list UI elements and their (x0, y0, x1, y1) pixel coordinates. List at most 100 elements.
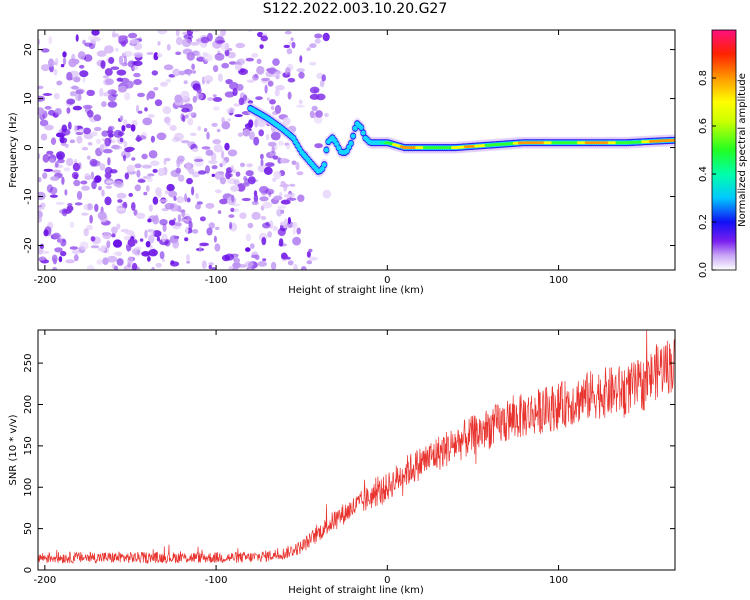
noise-speck (228, 214, 235, 218)
noise-speck (258, 129, 265, 137)
noise-speck (203, 128, 208, 132)
noise-speck (253, 190, 258, 197)
noise-speck (38, 216, 42, 223)
ridge-band-inner (346, 144, 352, 150)
noise-speck (251, 254, 258, 259)
noise-speck (295, 161, 300, 171)
noise-speck (118, 55, 123, 65)
noise-speck (219, 198, 228, 205)
noise-speck (309, 110, 315, 119)
noise-speck (287, 217, 291, 225)
noise-speck (227, 118, 232, 122)
noise-speck (283, 182, 288, 192)
noise-speck (181, 209, 186, 218)
noise-speck (157, 30, 168, 35)
noise-speck (278, 140, 284, 146)
noise-speck (163, 64, 174, 71)
noise-speck (262, 201, 273, 209)
noise-speck (192, 70, 197, 74)
noise-speck (104, 78, 114, 85)
noise-speck (175, 51, 182, 56)
noise-speck (260, 153, 264, 160)
ridge-band-inner (321, 162, 327, 168)
noise-speck (58, 256, 63, 263)
noise-speck (214, 189, 222, 194)
noise-speck (206, 131, 210, 140)
noise-speck (185, 226, 189, 234)
noise-speck (38, 206, 45, 211)
noise-speck (152, 168, 158, 173)
noise-speck (165, 78, 172, 83)
noise-speck (62, 51, 67, 58)
noise-speck (169, 125, 177, 131)
noise-speck (227, 149, 238, 157)
colorbar-label: Normalized spectral amplitude (737, 73, 748, 227)
noise-speck (125, 146, 135, 152)
noise-speck (126, 164, 135, 172)
noise-speck (256, 58, 262, 64)
noise-speck (237, 264, 247, 268)
noise-speck (151, 266, 155, 270)
noise-speck (212, 94, 217, 98)
noise-speck (128, 32, 138, 39)
noise-speck (144, 107, 148, 112)
noise-speck (211, 165, 218, 170)
spectrogram-y-tick-label: 0 (23, 144, 34, 150)
noise-speck (280, 157, 288, 164)
noise-speck (55, 201, 65, 205)
noise-speck (56, 151, 65, 160)
noise-speck (162, 223, 167, 232)
noise-speck (38, 256, 46, 261)
noise-speck (247, 222, 254, 229)
noise-speck (41, 64, 50, 72)
noise-speck (93, 126, 102, 132)
noise-speck (61, 124, 68, 132)
noise-speck (110, 66, 120, 70)
noise-speck (229, 107, 234, 114)
noise-speck (220, 43, 229, 51)
ridge-band-inner (319, 166, 325, 172)
spectrogram-x-axis-label: Height of straight line (km) (288, 285, 424, 296)
noise-speck (178, 104, 188, 109)
noise-speck (155, 262, 162, 268)
noise-speck (48, 158, 55, 163)
noise-speck (309, 93, 320, 100)
noise-speck (81, 185, 90, 191)
noise-speck (206, 80, 210, 85)
noise-speck (277, 205, 287, 209)
colorbar-tick-label: 0.8 (698, 70, 709, 86)
noise-speck (187, 70, 191, 77)
noise-speck (177, 214, 181, 223)
noise-speck (70, 86, 80, 90)
noise-speck (115, 181, 124, 189)
noise-speck (127, 238, 136, 247)
noise-speck (72, 58, 80, 65)
noise-speck (67, 121, 72, 130)
noise-speck (133, 72, 141, 78)
noise-speck (60, 250, 67, 257)
noise-speck (87, 203, 92, 211)
noise-speck (41, 48, 50, 53)
noise-speck (291, 41, 296, 49)
noise-speck (265, 133, 270, 141)
noise-speck (271, 145, 275, 154)
noise-speck (242, 182, 250, 187)
noise-speck (86, 155, 91, 160)
noise-speck (268, 141, 277, 147)
noise-speck (260, 215, 267, 221)
noise-speck (184, 193, 188, 203)
noise-speck (145, 185, 150, 192)
noise-speck (186, 254, 190, 262)
noise-speck (136, 104, 139, 113)
noise-speck (61, 176, 65, 185)
noise-speck (119, 137, 124, 143)
noise-speck (245, 57, 254, 62)
noise-speck (154, 99, 163, 107)
ridge-band-inner (334, 141, 339, 147)
noise-speck (131, 262, 138, 270)
noise-speck (231, 194, 235, 203)
noise-speck (79, 64, 85, 69)
noise-speck (161, 258, 166, 263)
noise-speck (232, 88, 238, 97)
noise-speck (82, 127, 92, 135)
